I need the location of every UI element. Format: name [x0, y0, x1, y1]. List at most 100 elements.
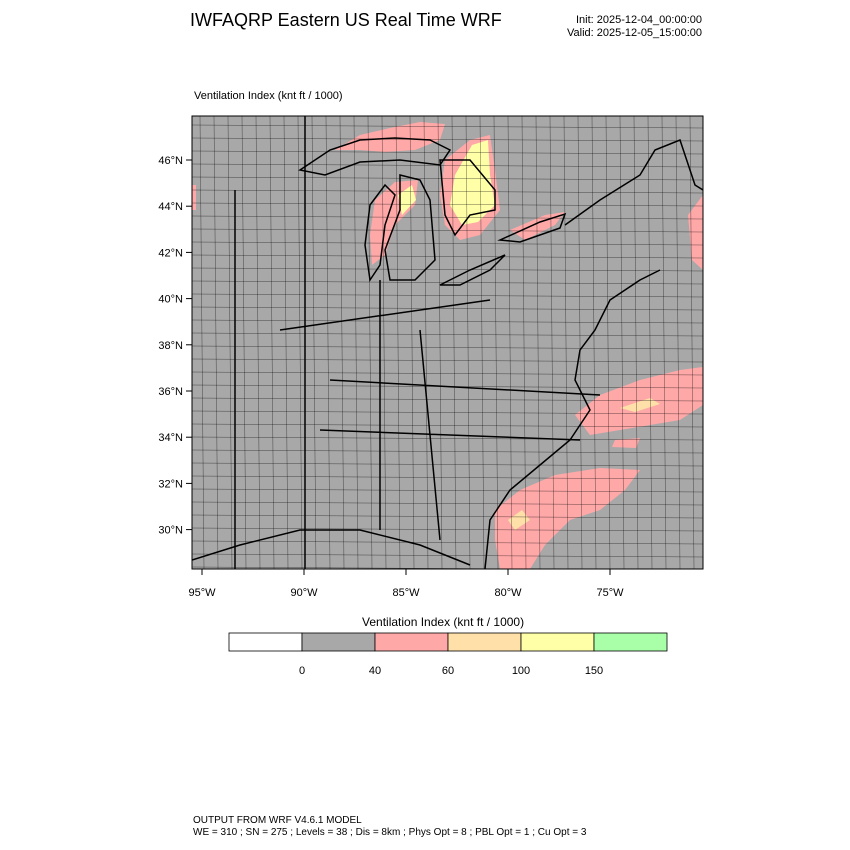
- map-title: Ventilation Index (knt ft / 1000): [194, 90, 343, 102]
- county-line: [675, 116, 681, 569]
- lon-label: 95°W: [188, 587, 216, 599]
- county-line: [192, 267, 703, 272]
- colorbar: 0 40 60 100 150: [228, 632, 668, 677]
- county-line: [619, 116, 625, 569]
- county-line: [493, 116, 499, 569]
- county-line: [283, 116, 289, 569]
- lat-label: 34°N: [158, 432, 183, 444]
- lat-label: 40°N: [158, 294, 183, 306]
- county-line: [241, 116, 247, 569]
- county-line: [535, 116, 541, 569]
- county-line: [199, 116, 205, 569]
- colorbar-label: 100: [512, 665, 530, 677]
- boundary-lines: [192, 116, 703, 569]
- footer-model: OUTPUT FROM WRF V4.6.1 MODEL: [193, 815, 362, 826]
- county-line: [605, 116, 611, 569]
- county-line: [311, 116, 317, 569]
- county-line: [192, 332, 703, 337]
- county-line: [409, 116, 415, 569]
- lon-label: 90°W: [290, 587, 318, 599]
- county-line: [192, 501, 703, 506]
- map-frame: [191, 115, 704, 570]
- county-line: [192, 228, 703, 233]
- county-line: [192, 436, 703, 441]
- county-line: [192, 345, 703, 350]
- county-line: [549, 116, 555, 569]
- county-line: [192, 215, 703, 220]
- county-line: [192, 410, 703, 415]
- map-axes: 46°N 44°N 42°N 40°N 38°N 36°N 34°N 32°N 30°N 95°W…: [158, 155, 624, 599]
- county-line: [339, 116, 345, 569]
- plot-title: IWFAQRP Eastern US Real Time WRF: [190, 10, 502, 30]
- init-time: Init: 2025-12-04_00:00:00: [576, 14, 702, 26]
- colorbar-swatch: [374, 632, 449, 652]
- colorbar-label: 60: [442, 665, 454, 677]
- county-line: [591, 116, 597, 569]
- county-line: [269, 116, 275, 569]
- county-line: [395, 116, 401, 569]
- county-line: [192, 371, 703, 376]
- lat-label: 44°N: [158, 201, 183, 213]
- lat-label: 36°N: [158, 386, 183, 398]
- field-region-yellow: [450, 140, 495, 225]
- county-line: [192, 319, 703, 324]
- field-region-pink: [612, 438, 640, 448]
- county-line: [507, 116, 513, 569]
- county-line: [192, 293, 703, 298]
- county-line: [192, 176, 703, 181]
- county-line: [227, 116, 233, 569]
- lon-label: 75°W: [596, 587, 624, 599]
- time-info: Init: 2025-12-04_00:00:00 Valid: 2025-12…: [567, 14, 702, 40]
- county-line: [192, 475, 703, 480]
- field-region-yellow: [620, 398, 660, 412]
- colorbar-label: 0: [299, 665, 305, 677]
- county-line: [192, 280, 703, 285]
- field-region-pink: [575, 367, 703, 435]
- lon-label: 80°W: [494, 587, 522, 599]
- lat-label: 32°N: [158, 478, 183, 490]
- county-line: [633, 116, 639, 569]
- footer-config: WE = 310 ; SN = 275 ; Levels = 38 ; Dis …: [193, 827, 587, 838]
- field-region-pink: [688, 195, 703, 270]
- county-line: [192, 384, 703, 389]
- colorbar-label: 40: [369, 665, 381, 677]
- county-line: [521, 116, 527, 569]
- colorbar-swatch: [520, 632, 595, 652]
- county-line: [192, 254, 703, 259]
- county-line: [192, 553, 703, 558]
- colorbar-title: Ventilation Index (knt ft / 1000): [362, 615, 525, 629]
- county-line: [192, 397, 703, 402]
- county-line: [325, 116, 331, 569]
- county-line: [689, 116, 695, 569]
- county-line: [192, 449, 703, 454]
- valid-time: Valid: 2025-12-05_15:00:00: [567, 27, 702, 39]
- county-line: [192, 514, 703, 519]
- county-grid: [192, 116, 703, 569]
- county-line: [353, 116, 359, 569]
- county-line: [661, 116, 667, 569]
- county-line: [192, 150, 703, 155]
- county-line: [192, 124, 703, 129]
- map-field: [192, 116, 703, 569]
- field-region-pink: [335, 122, 445, 152]
- county-line: [255, 116, 261, 569]
- county-line: [479, 116, 485, 569]
- county-line: [192, 189, 703, 194]
- county-line: [381, 116, 387, 569]
- lon-label: 85°W: [392, 587, 420, 599]
- county-line: [192, 358, 703, 363]
- county-line: [647, 116, 653, 569]
- county-line: [192, 462, 703, 467]
- colorbar-swatch: [447, 632, 522, 652]
- lat-label: 42°N: [158, 247, 183, 259]
- field-region-yellow: [508, 510, 530, 530]
- county-line: [192, 488, 703, 493]
- lat-label: 38°N: [158, 340, 183, 352]
- county-line: [192, 527, 703, 532]
- colorbar-swatch: [228, 632, 303, 652]
- county-line: [577, 116, 583, 569]
- colorbar-swatch: [301, 632, 376, 652]
- county-line: [367, 116, 373, 569]
- county-line: [563, 116, 569, 569]
- county-line: [192, 163, 703, 168]
